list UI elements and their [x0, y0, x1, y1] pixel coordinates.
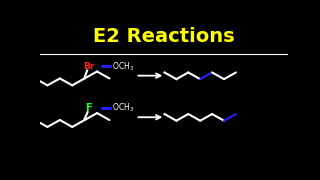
Text: $\mathsf{OCH_3}$: $\mathsf{OCH_3}$	[112, 102, 135, 114]
Text: E2 Reactions: E2 Reactions	[93, 27, 235, 46]
Text: $\mathsf{OCH_3}$: $\mathsf{OCH_3}$	[112, 60, 135, 73]
Text: F: F	[85, 103, 92, 113]
Text: Br: Br	[83, 62, 94, 71]
